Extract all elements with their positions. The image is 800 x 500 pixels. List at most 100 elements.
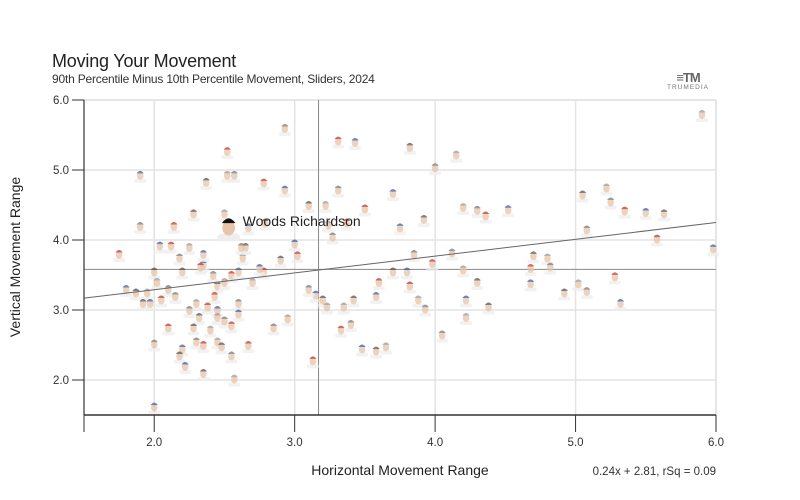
cap-shape — [277, 255, 285, 259]
jersey-shape — [190, 345, 203, 350]
jersey-shape — [148, 347, 161, 352]
face-shape — [406, 282, 414, 291]
face-shape — [414, 296, 422, 305]
jersey-shape — [302, 293, 315, 297]
jersey-shape — [288, 247, 301, 252]
jersey-shape — [193, 321, 206, 325]
player-point — [457, 265, 470, 278]
player-point — [136, 299, 149, 311]
player-point — [120, 285, 133, 297]
jersey-shape — [267, 331, 280, 336]
jersey-shape — [527, 259, 540, 264]
face-shape — [150, 403, 158, 412]
jersey-shape — [319, 209, 332, 213]
face-shape — [218, 343, 225, 352]
jersey-shape — [335, 333, 348, 338]
cap-shape — [324, 220, 332, 224]
jersey-shape — [173, 359, 186, 364]
face-shape — [167, 242, 175, 251]
player-point — [450, 150, 463, 163]
cap-shape — [642, 208, 650, 211]
player-point — [394, 223, 406, 236]
player-point — [658, 209, 671, 222]
face-shape — [361, 205, 369, 214]
face-shape — [221, 210, 228, 219]
face-shape — [372, 293, 380, 301]
cap-shape — [213, 337, 222, 340]
face-shape — [403, 268, 411, 277]
cap-shape — [293, 251, 302, 254]
jersey-shape — [436, 338, 449, 343]
face-shape — [406, 143, 414, 152]
player-point — [165, 241, 178, 254]
player-point — [408, 250, 421, 262]
face-shape — [260, 179, 268, 188]
player-point — [426, 259, 439, 272]
jersey-shape — [417, 223, 430, 227]
jersey-shape — [502, 213, 515, 218]
cap-shape — [375, 278, 383, 281]
cap-shape — [473, 205, 481, 209]
cap-shape — [195, 313, 203, 316]
cap-shape — [150, 267, 158, 270]
player-point — [479, 211, 492, 224]
player-point — [183, 243, 196, 255]
player-point — [176, 267, 189, 280]
cap-shape — [611, 272, 619, 275]
player-point — [113, 250, 126, 262]
face-shape — [462, 314, 470, 322]
player-point — [134, 170, 147, 183]
player-point — [228, 374, 241, 387]
player-point — [604, 197, 617, 210]
cap-shape — [452, 150, 460, 154]
face-shape — [228, 352, 235, 361]
cap-shape — [431, 163, 439, 166]
jersey-shape — [120, 293, 133, 297]
player-point — [322, 220, 335, 233]
jersey-shape — [165, 249, 178, 254]
player-point — [608, 272, 621, 285]
face-shape — [197, 263, 204, 272]
player-point — [225, 351, 238, 364]
cap-shape — [218, 342, 226, 345]
cap-shape — [199, 341, 207, 344]
cap-shape — [621, 206, 629, 210]
cap-shape — [527, 264, 535, 267]
player-point — [417, 215, 430, 227]
jersey-shape — [179, 370, 192, 374]
player-point — [190, 337, 203, 350]
player-point — [460, 295, 473, 308]
jersey-shape — [471, 286, 484, 290]
x-tick-label: 3.0 — [287, 437, 303, 449]
y-tick-label: 4.0 — [53, 235, 69, 247]
cap-shape — [211, 292, 219, 295]
cap-shape — [428, 259, 436, 262]
cap-shape — [459, 203, 467, 206]
jersey-shape — [278, 132, 291, 136]
cap-shape — [220, 278, 229, 281]
jersey-shape — [218, 286, 231, 290]
jersey-shape — [228, 178, 241, 183]
cap-shape — [358, 344, 366, 347]
cap-shape — [164, 323, 172, 326]
cap-shape — [157, 295, 165, 298]
player-point — [267, 323, 280, 336]
face-shape — [200, 342, 207, 350]
trumedia-logo: ≡TM TRUMEDIA — [662, 71, 714, 91]
cap-shape — [527, 279, 535, 282]
face-shape — [334, 137, 342, 146]
player-point — [403, 281, 416, 294]
face-shape — [337, 326, 345, 335]
cap-shape — [244, 341, 252, 344]
player-point — [236, 253, 249, 266]
jersey-shape — [707, 252, 720, 257]
jersey-shape — [419, 312, 432, 317]
jersey-shape — [450, 158, 463, 163]
cap-shape — [406, 281, 414, 284]
cap-shape — [213, 313, 222, 316]
face-shape — [372, 347, 380, 356]
jersey-shape — [651, 242, 664, 247]
cap-shape — [334, 185, 342, 189]
jersey-shape — [322, 228, 335, 233]
player-point — [386, 189, 399, 202]
